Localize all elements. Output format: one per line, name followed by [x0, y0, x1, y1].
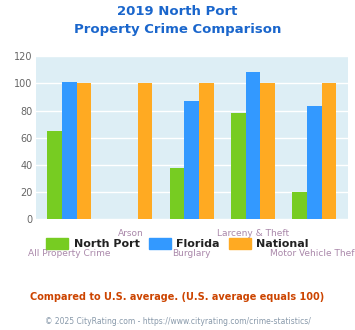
Bar [260, 83, 275, 219]
Text: 2019 North Port: 2019 North Port [117, 5, 238, 18]
Text: Burglary: Burglary [173, 249, 211, 258]
Bar [62, 82, 77, 219]
Text: Motor Vehicle Theft: Motor Vehicle Theft [270, 249, 355, 258]
Text: Compared to U.S. average. (U.S. average equals 100): Compared to U.S. average. (U.S. average … [31, 292, 324, 302]
Text: Arson: Arson [118, 229, 143, 238]
Text: © 2025 CityRating.com - https://www.cityrating.com/crime-statistics/: © 2025 CityRating.com - https://www.city… [45, 317, 310, 326]
Text: All Property Crime: All Property Crime [28, 249, 110, 258]
Bar [231, 113, 246, 219]
Bar [138, 83, 153, 219]
Bar [307, 107, 322, 219]
Bar [292, 192, 307, 219]
Bar [246, 72, 260, 219]
Bar [199, 83, 214, 219]
Legend: North Port, Florida, National: North Port, Florida, National [42, 234, 313, 253]
Bar [322, 83, 336, 219]
Bar [77, 83, 91, 219]
Text: Larceny & Theft: Larceny & Theft [217, 229, 289, 238]
Bar [47, 131, 62, 219]
Bar [170, 168, 184, 219]
Text: Property Crime Comparison: Property Crime Comparison [74, 23, 281, 36]
Bar [184, 101, 199, 219]
